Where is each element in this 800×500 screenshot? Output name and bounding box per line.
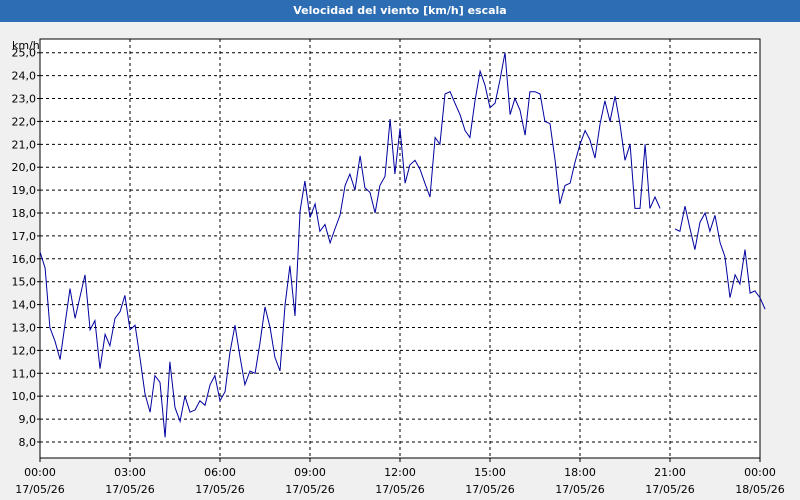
x-tick-date: 17/05/26 [375,483,424,496]
y-tick-label: 24,0 [12,70,37,83]
y-tick-label: 19,0 [12,184,37,197]
y-tick-label: 22,0 [12,115,37,128]
y-tick-label: 10,0 [12,390,37,403]
x-tick-time: 12:00 [384,466,416,479]
x-tick-time: 06:00 [204,466,236,479]
x-tick-time: 09:00 [294,466,326,479]
y-tick-label: 16,0 [12,253,37,266]
x-axis-ticks: 00:00 17/05/26 03:00 17/05/26 06:00 17/05/26 0… [15,458,785,496]
y-tick-label: 25,0 [12,47,37,60]
y-tick-label: 18,0 [12,207,37,220]
y-tick-label: 23,0 [12,93,37,106]
x-tick-time: 03:00 [114,466,146,479]
y-tick-label: 21,0 [12,138,37,151]
x-tick-time: 15:00 [474,466,506,479]
y-tick-label: 15,0 [12,276,37,289]
x-tick-date: 17/05/26 [555,483,604,496]
series [39,52,766,438]
y-tick-label: 9,0 [19,413,37,426]
x-tick-date: 17/05/26 [645,483,694,496]
y-tick-label: 8,0 [19,436,37,449]
grid [40,39,760,458]
y-tick-label: 12,0 [12,344,37,357]
y-tick-label: 14,0 [12,299,37,312]
x-tick-time: 00:00 [744,466,776,479]
x-tick-date: 17/05/26 [465,483,514,496]
x-tick-date: 17/05/26 [195,483,244,496]
y-tick-label: 17,0 [12,230,37,243]
x-tick-date: 17/05/26 [105,483,154,496]
y-axis-label: km/h [12,39,40,52]
x-tick-time: 21:00 [654,466,686,479]
wind-speed-chart: 8,0 9,0 10,0 11,0 12,0 13,0 14,0 15,0 16,0 17,0 18… [12,38,785,496]
series-line [39,52,661,438]
y-tick-label: 11,0 [12,367,37,380]
chart-title: Velocidad del viento [km/h] escala [0,0,800,22]
x-tick-date: 17/05/26 [15,483,64,496]
y-tick-label: 20,0 [12,161,37,174]
series-line [674,205,766,310]
x-tick-date: 18/05/26 [735,483,784,496]
y-tick-label: 13,0 [12,321,37,334]
y-axis-ticks: 8,0 9,0 10,0 11,0 12,0 13,0 14,0 15,0 16,0 17,0 18… [12,47,40,449]
x-tick-time: 18:00 [564,466,596,479]
x-tick-time: 00:00 [24,466,56,479]
x-tick-date: 17/05/26 [285,483,334,496]
